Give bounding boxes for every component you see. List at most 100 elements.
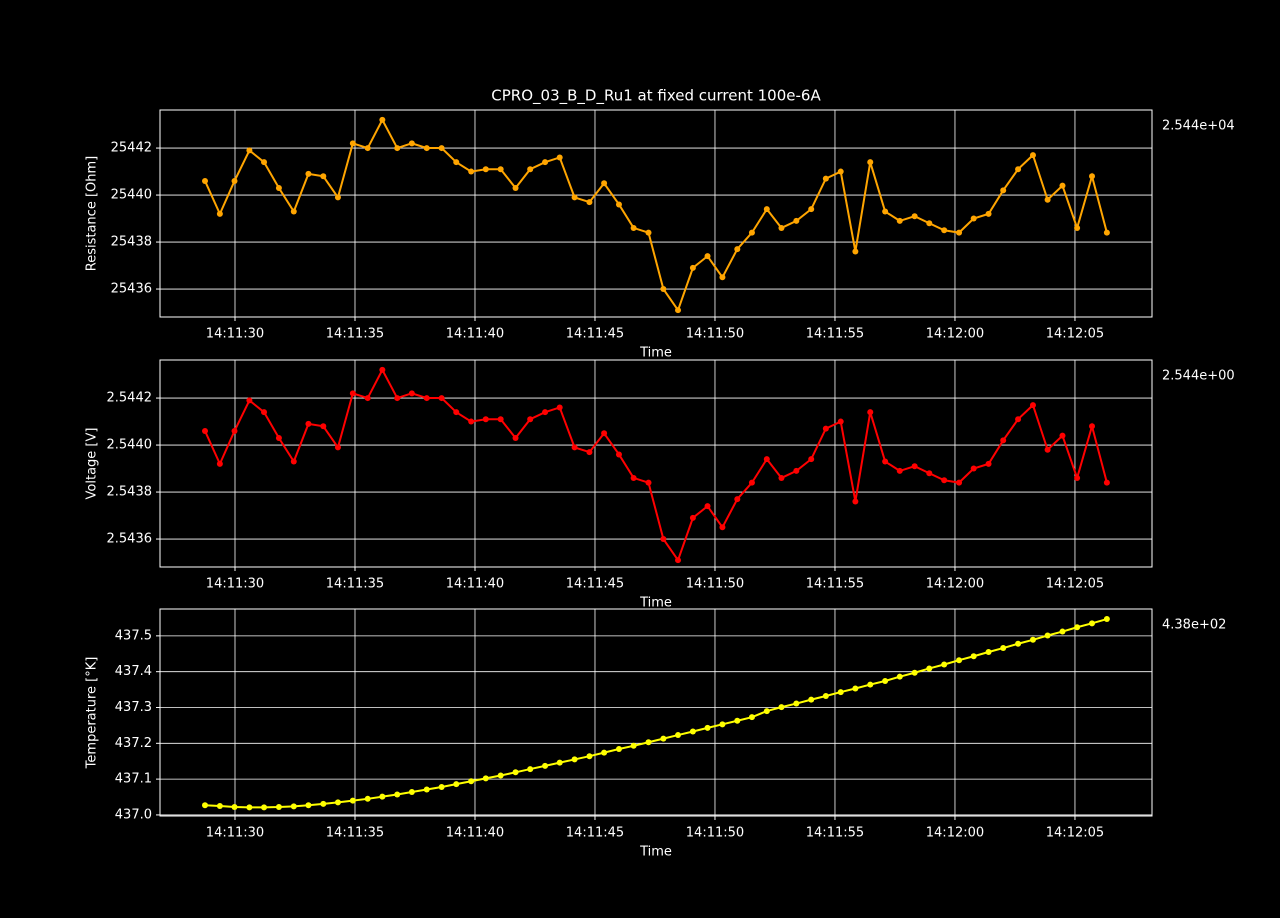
data-point (349, 140, 356, 147)
data-point (305, 802, 312, 809)
x-tick-label: 14:11:35 (326, 327, 384, 342)
data-point (468, 168, 475, 175)
data-point (675, 732, 682, 739)
y-tick-label: 437.5 (115, 628, 152, 643)
data-point (837, 689, 844, 696)
data-point (512, 435, 519, 442)
y-tick-label: 25442 (111, 141, 152, 156)
data-point (482, 416, 489, 423)
data-point (556, 404, 563, 411)
x-tick-label: 14:11:55 (806, 577, 864, 592)
x-tick-label: 14:11:35 (326, 826, 384, 841)
data-point (379, 116, 386, 123)
chart-title: CPRO_03_B_D_Ru1 at fixed current 100e-6A (491, 87, 821, 106)
offset-text: 2.544e+04 (1162, 119, 1235, 134)
data-point (941, 477, 948, 484)
data-point (542, 762, 549, 769)
data-point (512, 769, 519, 776)
data-point (216, 210, 223, 217)
data-point (630, 474, 637, 481)
data-point (201, 177, 208, 184)
data-point (734, 717, 741, 724)
x-tick-label: 14:11:45 (566, 327, 624, 342)
data-point (571, 444, 578, 451)
data-point (852, 248, 859, 255)
data-point (970, 215, 977, 222)
data-point (911, 463, 918, 470)
data-point (1074, 224, 1081, 231)
data-point (320, 423, 327, 430)
data-point (660, 536, 667, 543)
data-point (246, 804, 253, 811)
data-point (1044, 446, 1051, 453)
data-point (867, 409, 874, 416)
y-tick-label: 437.1 (115, 772, 152, 787)
data-point (763, 206, 770, 213)
y-tick-label: 25436 (111, 282, 152, 297)
data-point (527, 416, 534, 423)
data-point (1089, 620, 1096, 627)
data-point (941, 227, 948, 234)
data-point (423, 395, 430, 402)
y-axis-label: Resistance [Ohm] (85, 156, 100, 271)
data-point (793, 217, 800, 224)
data-point (822, 425, 829, 432)
x-tick-label: 14:12:05 (1046, 577, 1104, 592)
data-point (453, 159, 460, 166)
data-point (615, 746, 622, 753)
data-point (246, 397, 253, 404)
data-point (527, 766, 534, 773)
data-point (615, 201, 622, 208)
x-tick-label: 14:11:30 (206, 327, 264, 342)
data-point (527, 166, 534, 173)
data-point (556, 154, 563, 161)
data-point (290, 803, 297, 810)
data-point (261, 159, 268, 166)
data-point (719, 721, 726, 728)
data-point (793, 467, 800, 474)
data-point (763, 456, 770, 463)
data-point (837, 418, 844, 425)
x-axis-label: Time (639, 845, 672, 860)
data-point (793, 700, 800, 707)
data-point (985, 460, 992, 467)
data-point (822, 175, 829, 182)
data-point (586, 199, 593, 206)
x-axis-label: Time (639, 596, 672, 611)
x-tick-label: 14:11:50 (686, 327, 744, 342)
data-point (704, 724, 711, 731)
data-point (482, 166, 489, 173)
y-tick-label: 25438 (111, 235, 152, 250)
data-point (926, 665, 933, 672)
data-point (970, 465, 977, 472)
data-point (1000, 645, 1007, 652)
data-point (1089, 423, 1096, 430)
y-tick-label: 2.5442 (107, 391, 153, 406)
data-point (660, 286, 667, 293)
data-point (748, 479, 755, 486)
data-point (1103, 479, 1110, 486)
data-point (305, 170, 312, 177)
data-point (542, 159, 549, 166)
y-tick-label: 437.3 (115, 700, 152, 715)
data-point (1089, 173, 1096, 180)
data-point (408, 390, 415, 397)
data-point (956, 479, 963, 486)
data-point (438, 395, 445, 402)
data-point (542, 409, 549, 416)
x-tick-label: 14:12:00 (926, 327, 984, 342)
data-point (364, 395, 371, 402)
y-tick-label: 2.5436 (107, 532, 153, 547)
data-point (1000, 187, 1007, 194)
data-point (394, 791, 401, 798)
data-point (408, 789, 415, 796)
data-point (689, 728, 696, 735)
y-tick-label: 437.0 (115, 807, 152, 822)
x-tick-label: 14:11:40 (446, 327, 504, 342)
y-axis-label: Temperature [°K] (85, 657, 100, 770)
offset-text: 2.544e+00 (1162, 369, 1235, 384)
data-point (290, 458, 297, 465)
data-point (926, 220, 933, 227)
data-point (689, 264, 696, 271)
